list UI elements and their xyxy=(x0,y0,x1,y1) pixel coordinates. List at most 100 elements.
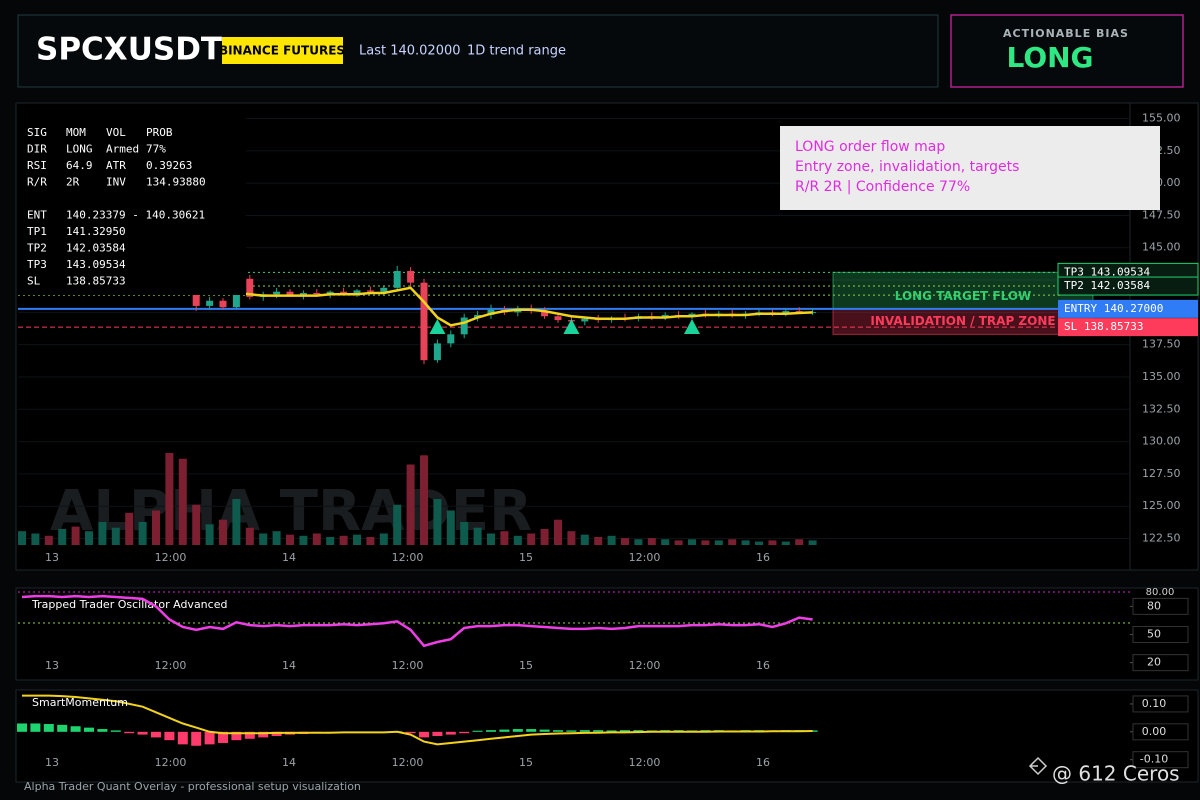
tick-box xyxy=(1132,597,1189,615)
volume-bar xyxy=(580,534,589,545)
y-tick-label: 135.00 xyxy=(1142,370,1181,383)
note-bg xyxy=(780,126,1160,210)
oscillator-panel xyxy=(15,587,1199,681)
x-tick-label: 14 xyxy=(282,659,296,672)
momentum-bar xyxy=(566,730,577,732)
volume-bar xyxy=(487,533,495,545)
candle-body xyxy=(420,282,428,361)
momentum-bar xyxy=(271,731,282,736)
x-tick-label: 12:00 xyxy=(155,551,187,564)
momentum-bar xyxy=(526,729,537,732)
volume-bar xyxy=(192,504,201,545)
candle-body xyxy=(192,289,200,306)
info-table-bg xyxy=(18,118,246,295)
level-tag: SL 138.85733 xyxy=(1064,320,1143,333)
bias-value: LONG xyxy=(1006,41,1093,74)
x-tick-label: 12:00 xyxy=(155,756,187,769)
momentum-bar xyxy=(258,731,269,738)
x-tick-label: 15 xyxy=(519,756,533,769)
candle-body xyxy=(353,290,361,293)
volume-bar xyxy=(446,510,455,545)
info-cell: 64.9 xyxy=(66,159,93,172)
volume-bar xyxy=(728,539,737,545)
info-cell: ENT xyxy=(27,209,47,222)
volume-bar xyxy=(674,540,683,545)
volume-bar xyxy=(688,539,696,545)
momentum-bar xyxy=(70,726,81,732)
momentum-bar xyxy=(204,731,215,745)
momentum-bar xyxy=(553,730,563,732)
candle-body xyxy=(340,291,348,293)
info-cell: Armed xyxy=(106,143,139,156)
volume-bar xyxy=(473,527,482,545)
level-tag-bg xyxy=(1057,276,1199,296)
volume-bar xyxy=(312,533,321,545)
y-tick-label: 127.50 xyxy=(1142,467,1181,480)
momentum-bar xyxy=(191,731,202,746)
momentum-bar xyxy=(472,730,483,732)
note-line: Entry zone, invalidation, targets xyxy=(795,159,1019,175)
candle-body xyxy=(407,271,415,283)
candle-body xyxy=(795,311,803,313)
info-cell: 77% xyxy=(146,143,166,156)
bias-panel xyxy=(950,14,1184,88)
level-tag-bg xyxy=(1058,318,1198,337)
candle-body xyxy=(219,300,227,308)
info-cell: LONG xyxy=(66,143,93,156)
momentum-bar xyxy=(419,731,429,738)
y-tick-label: -0.10 xyxy=(1140,753,1168,766)
volume-bar xyxy=(647,538,656,545)
volume-bar xyxy=(420,455,428,545)
candle-body xyxy=(326,291,334,295)
volume-bar xyxy=(795,539,804,545)
x-tick-label: 12:00 xyxy=(629,659,661,672)
candle-body xyxy=(460,317,468,335)
zone-label: LONG TARGET FLOW xyxy=(895,289,1032,303)
candle-body xyxy=(206,300,214,306)
momentum-bar xyxy=(17,723,27,732)
volume-bar xyxy=(567,531,576,545)
momentum-line xyxy=(22,694,813,746)
band-label: 80.00 xyxy=(1146,587,1175,598)
volume-bar xyxy=(781,541,790,545)
x-tick-label: 15 xyxy=(519,659,533,672)
info-cell: ATR xyxy=(106,159,126,172)
volume-bar xyxy=(393,504,402,545)
volume-bar xyxy=(58,528,67,545)
badge-bg xyxy=(222,37,343,64)
y-tick-label: 155.00 xyxy=(1142,112,1181,125)
signal-marker xyxy=(563,319,580,334)
info-cell: SIG xyxy=(27,126,47,139)
panel-title: SmartMomentum xyxy=(32,696,128,709)
info-cell: TP3 xyxy=(27,258,47,271)
level-tag-bg xyxy=(1058,299,1198,318)
tick-box xyxy=(1132,751,1189,769)
info-cell: TP1 xyxy=(27,225,47,238)
volume-bar xyxy=(513,535,522,545)
volume-bar xyxy=(125,512,134,545)
volume-bar xyxy=(205,524,214,545)
volume-bar xyxy=(219,519,227,545)
info-cell: 141.32950 xyxy=(66,225,126,238)
momentum-bar xyxy=(499,729,510,732)
signal-marker xyxy=(429,319,446,334)
note-line: LONG order flow map xyxy=(795,139,945,155)
volume-bar xyxy=(379,533,388,545)
volume-bar xyxy=(286,534,294,545)
x-tick-label: 12:00 xyxy=(392,659,424,672)
momentum-bar xyxy=(620,730,630,732)
momentum-bar xyxy=(137,731,148,735)
info-cell: 138.85733 xyxy=(66,275,126,288)
info-cell: TP2 xyxy=(27,242,47,255)
candle-body xyxy=(541,311,549,317)
volume-bar xyxy=(527,533,536,545)
info-cell: 140.23379 - 140.30621 xyxy=(66,209,205,222)
volume-bar xyxy=(607,535,616,545)
panel-title: Trapped Trader Oscillator Advanced xyxy=(31,598,227,611)
volume-bar xyxy=(406,464,415,545)
info-cell: VOL xyxy=(106,126,126,139)
tick-box xyxy=(1132,654,1189,672)
candle-body xyxy=(581,318,589,322)
tick-box xyxy=(1132,626,1189,644)
volume-bar xyxy=(259,533,268,545)
